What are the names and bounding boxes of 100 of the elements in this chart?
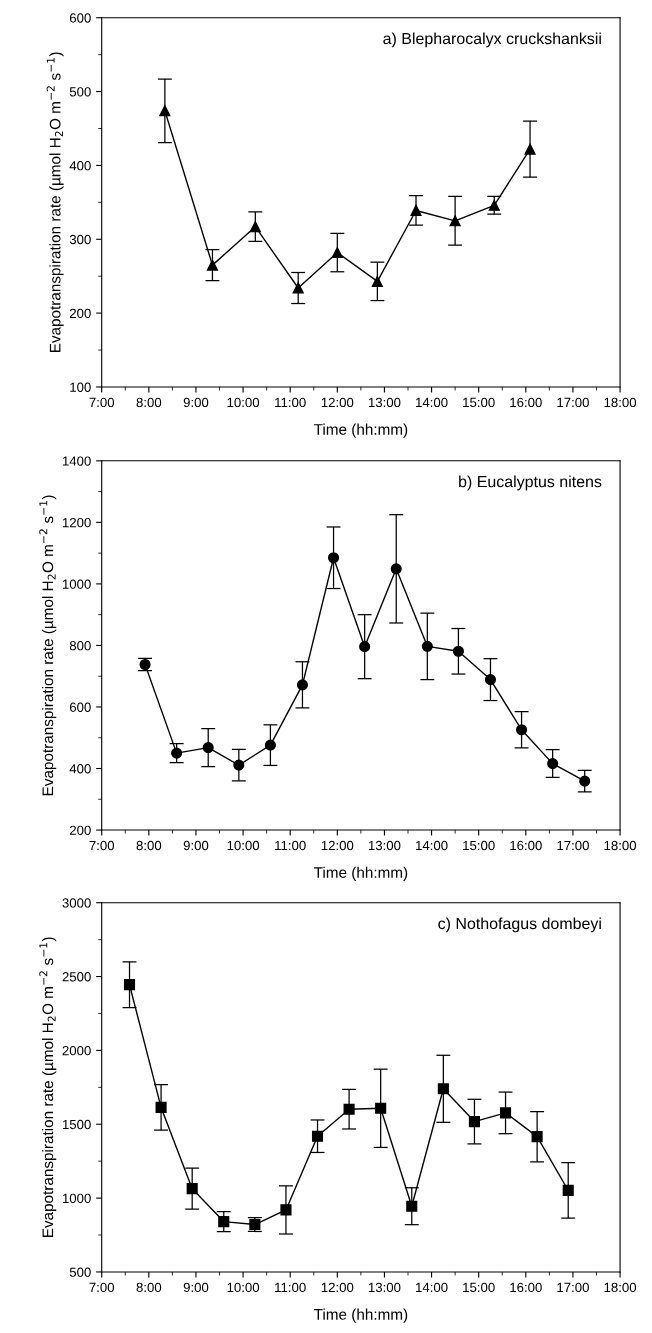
- point: [468, 1116, 481, 1128]
- point: [155, 1101, 167, 1113]
- x-tick-label: 12:00: [321, 840, 354, 851]
- x-tick-label: 13:00: [368, 1282, 401, 1293]
- point: [311, 1130, 324, 1142]
- x-tick-label: 18:00: [604, 397, 637, 408]
- y-tick-label: 500: [69, 1267, 91, 1277]
- x-tick-label: 16:00: [510, 397, 542, 408]
- point: [516, 724, 528, 736]
- x-tick-label: 17:00: [557, 397, 589, 408]
- x-tick-label: 18:00: [604, 840, 637, 851]
- point: [249, 221, 261, 233]
- x-tick-label: 7:00: [89, 1282, 115, 1293]
- y-axis-title: Evapotranspiration rate (µmol H$_{2}$O m$^{−2}$ s$^{−1}$): [46, 52, 64, 353]
- point: [406, 1200, 418, 1212]
- x-tick-label: 9:00: [183, 397, 209, 408]
- annotation: c) Nothofagus dombeyi: [438, 917, 601, 933]
- x-tick-label: 9:00: [183, 1282, 209, 1293]
- y-tick-label: 100: [70, 382, 91, 392]
- x-tick-label: 14:00: [416, 1282, 448, 1293]
- point: [421, 640, 433, 652]
- point: [331, 247, 343, 259]
- y-tick-label: 600: [69, 13, 91, 23]
- x-tick-label: 16:00: [510, 840, 542, 851]
- y-tick-label: 1500: [62, 1119, 91, 1130]
- x-axis-title: Time (hh:mm): [313, 866, 408, 881]
- point: [375, 1102, 387, 1114]
- point: [123, 979, 136, 991]
- x-tick-label: 12:00: [321, 1282, 354, 1293]
- x-tick-label: 11:00: [275, 1282, 306, 1293]
- x-tick-label: 13:00: [368, 840, 401, 851]
- point: [159, 105, 171, 117]
- y-tick-label: 1000: [62, 579, 91, 589]
- point: [202, 742, 214, 754]
- y-tick-label: 500: [69, 87, 91, 97]
- x-tick-label: 10:00: [227, 840, 260, 851]
- y-tick-label: 600: [69, 702, 91, 712]
- x-axis-title: Time (hh:mm): [313, 423, 408, 438]
- point: [488, 199, 500, 211]
- point: [562, 1184, 574, 1196]
- y-tick-label: 200: [69, 825, 91, 835]
- point: [452, 645, 464, 657]
- point: [531, 1131, 543, 1143]
- point: [390, 563, 402, 575]
- x-tick-label: 11:00: [275, 840, 306, 851]
- y-tick-label: 3000: [62, 898, 91, 908]
- point: [327, 552, 340, 564]
- x-tick-label: 10:00: [227, 1282, 260, 1293]
- y-tick-label: 1400: [62, 456, 91, 466]
- x-tick-label: 15:00: [463, 397, 495, 408]
- point: [264, 739, 276, 751]
- x-tick-label: 8:00: [136, 1282, 162, 1293]
- x-tick-label: 17:00: [557, 840, 589, 851]
- y-tick-label: 2500: [62, 972, 91, 982]
- y-axis-title: Evapotranspiration rate (µmol H$_{2}$O m$^{−2}$ s$^{−1}$): [39, 937, 57, 1238]
- x-tick-label: 7:00: [89, 840, 115, 851]
- x-tick-label: 16:00: [510, 1282, 542, 1293]
- point: [343, 1103, 355, 1115]
- x-tick-label: 10:00: [227, 397, 260, 408]
- point: [218, 1216, 230, 1228]
- y-tick-label: 300: [69, 234, 91, 245]
- point: [280, 1204, 292, 1216]
- point: [499, 1107, 512, 1119]
- x-tick-label: 8:00: [136, 840, 162, 851]
- annotation: a) Blepharocalyx cruckshanksii: [383, 32, 601, 48]
- point: [233, 759, 245, 771]
- y-tick-label: 1000: [62, 1193, 91, 1204]
- x-tick-label: 14:00: [416, 840, 448, 851]
- y-tick-label: 2000: [62, 1045, 91, 1056]
- x-tick-label: 9:00: [183, 840, 209, 851]
- point: [292, 282, 304, 294]
- x-tick-label: 7:00: [89, 397, 115, 408]
- point: [371, 275, 383, 287]
- point: [186, 1183, 198, 1195]
- point: [296, 679, 309, 691]
- point: [171, 747, 183, 759]
- y-tick-label: 1200: [62, 517, 91, 528]
- x-tick-label: 17:00: [557, 1282, 589, 1293]
- point: [206, 259, 219, 271]
- x-tick-label: 15:00: [463, 840, 495, 851]
- point: [437, 1083, 449, 1095]
- x-tick-label: 15:00: [463, 1282, 495, 1293]
- point: [547, 758, 559, 770]
- point: [359, 641, 371, 653]
- point: [579, 775, 591, 787]
- annotation: b) Eucalyptus nitens: [459, 475, 602, 491]
- x-tick-label: 12:00: [321, 397, 354, 408]
- point: [524, 143, 536, 155]
- y-tick-label: 400: [69, 160, 91, 171]
- point: [449, 215, 461, 227]
- point: [410, 204, 422, 217]
- x-tick-label: 18:00: [604, 1282, 637, 1293]
- y-tick-label: 200: [69, 308, 91, 319]
- point: [484, 674, 497, 686]
- x-tick-label: 13:00: [368, 397, 401, 408]
- y-tick-label: 400: [69, 764, 91, 774]
- x-tick-label: 11:00: [275, 397, 306, 408]
- x-tick-label: 14:00: [416, 397, 448, 408]
- x-tick-label: 8:00: [136, 397, 162, 408]
- y-tick-label: 800: [69, 641, 91, 651]
